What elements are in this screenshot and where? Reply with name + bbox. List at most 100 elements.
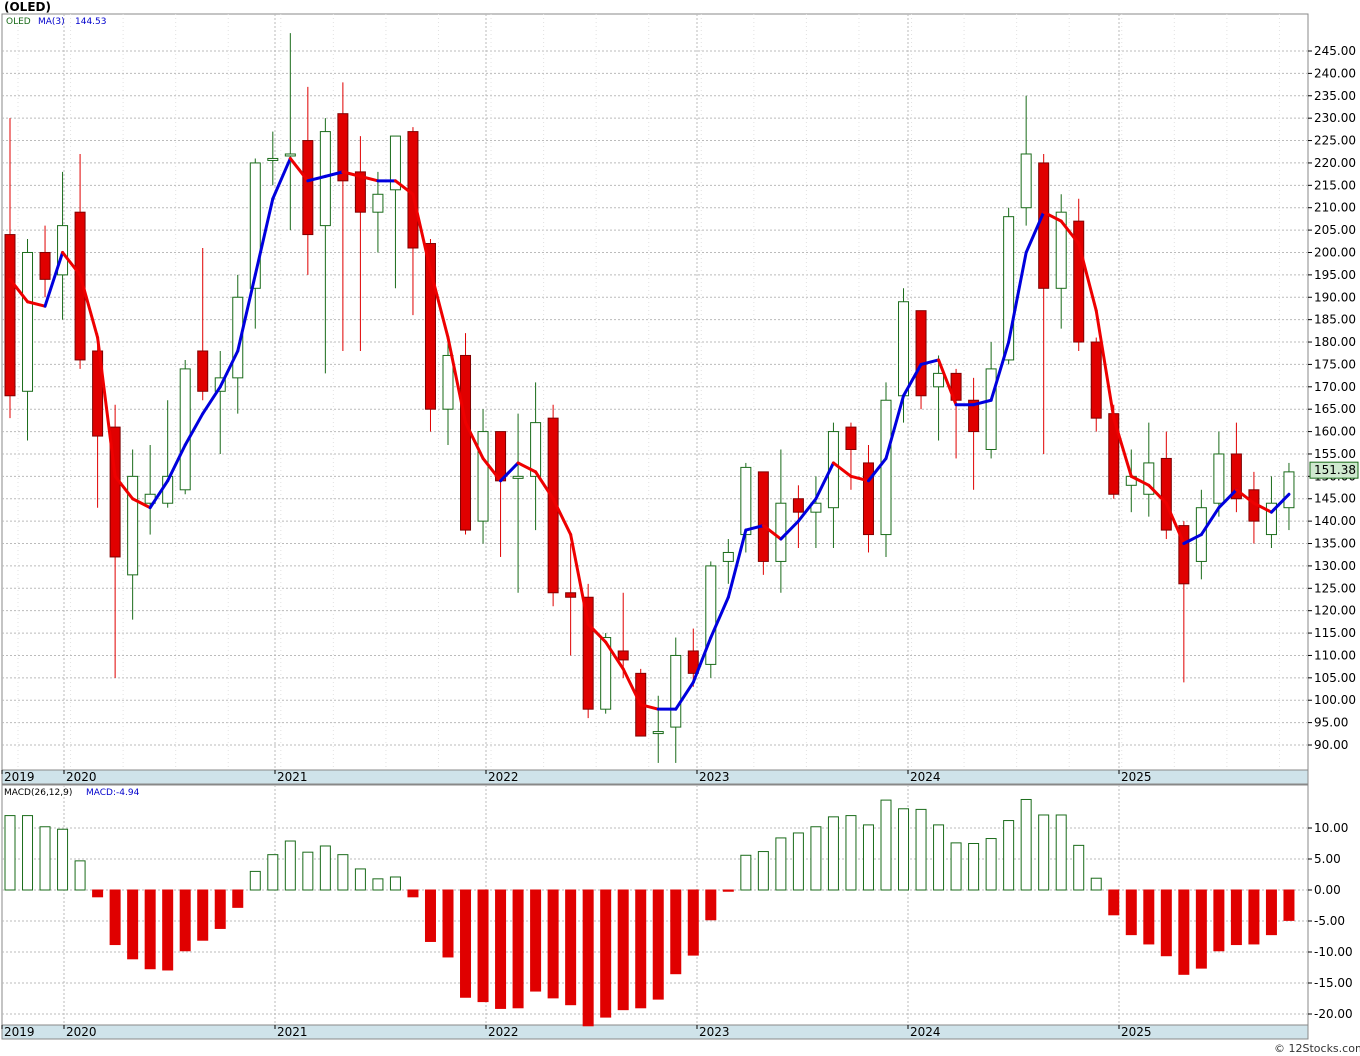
macd-bar [1020,798,1032,891]
last-price-label: 151.38 [1314,463,1356,477]
candle-body [862,462,874,536]
ma-line-segment [534,470,555,501]
x-tick-label: 2020 [66,770,97,784]
macd-bar [354,868,366,891]
macd-bar [372,878,384,891]
macd-bar [757,851,769,891]
ma-line-segment [183,412,205,447]
macd-bar [39,826,51,891]
ma-line-segment [989,340,1011,402]
legend-ma-value: 144.53 [75,17,107,27]
macd-tick-label: 5.00 [1314,852,1341,866]
ma-line-segment [341,170,362,178]
macd-bar [389,876,401,891]
ma-line-segment [236,273,257,353]
macd-bar [565,889,577,1006]
ma-line-segment [1234,488,1256,505]
last-price-box [1309,461,1359,479]
candle-body [372,193,384,213]
ma-line-segment [8,277,30,304]
ma-line-segment [761,524,783,541]
macd-bar [424,889,436,942]
ma-line-segment [1094,309,1116,420]
macd-bar [547,889,559,999]
macd-bar [197,889,209,941]
macd-bar [880,799,892,891]
macd-bar [775,837,787,891]
price-tick-label: 235.00 [1314,89,1356,103]
candle-body [757,471,769,562]
candle-body [1003,216,1015,361]
candle-body [582,596,594,710]
ma-line-segment [26,300,47,308]
price-tick-label: 225.00 [1314,134,1356,148]
price-tick-label: 95.00 [1314,716,1348,730]
macd-bar [477,889,489,1003]
price-tick-label: 105.00 [1314,671,1356,685]
ma-line-segment [551,497,573,537]
x-tick-label: 2019 [4,1025,35,1039]
price-tick-label: 100.00 [1314,693,1356,707]
chart-title: (OLED) [4,0,51,14]
candle-body [1020,153,1032,209]
x-tick-label: 2020 [66,1025,97,1039]
macd-bar [57,828,69,891]
macd-tick-label: -5.00 [1314,914,1345,928]
ma-line-segment [1199,506,1221,537]
price-tick-label: 125.00 [1314,581,1356,595]
candle-body [687,650,699,674]
candle-body [530,422,542,477]
macd-bar [1125,889,1137,936]
macd-bar [302,851,314,891]
macd-tick-label: -15.00 [1314,976,1353,990]
candle-body [39,251,51,280]
candle-body [1230,453,1242,500]
candle-body [722,551,734,562]
ma-line-segment [201,385,222,416]
price-tick-label: 215.00 [1314,178,1356,192]
ma-line-segment [1252,501,1273,514]
macd-bar [985,838,997,891]
macd-bar [652,889,664,1000]
macd-bar [249,870,261,891]
macd-bar [1003,820,1015,891]
macd-bar [635,889,647,1009]
candle-body [950,372,962,401]
ma-line-segment [113,474,135,501]
ma-line-segment [393,179,415,196]
ma-line-segment [569,533,590,626]
ma-line-segment [639,703,660,711]
macd-bar [600,889,612,1018]
candle-body [1178,525,1190,585]
macd-bar [1038,814,1050,891]
candle-body [880,399,892,536]
price-tick-label: 245.00 [1314,44,1356,58]
macd-bar [792,832,804,891]
ma-line-segment [43,250,65,308]
candle-body [495,431,507,482]
candle-body [968,399,980,433]
macd-bar [1230,889,1242,946]
macd-bar [845,815,857,891]
candle-body [740,466,752,536]
candle-body [915,310,927,397]
x-tick-label: 2023 [699,770,730,784]
price-tick-label: 220.00 [1314,156,1356,170]
macd-bar [74,860,86,891]
price-tick-label: 110.00 [1314,648,1356,662]
ma-line-segment [1077,242,1098,313]
price-tick-label: 120.00 [1314,604,1356,618]
macd-bar [687,889,699,956]
ma-line-segment [446,336,468,425]
x-tick-label: 2021 [277,770,308,784]
ma-line-segment [691,636,713,684]
x-axis-bar [1,769,1309,785]
x-axis-bar [1,1024,1309,1040]
price-tick-label: 190.00 [1314,290,1356,304]
candle-body [302,140,314,236]
ma-line-segment [464,421,485,460]
macd-bar [898,808,910,891]
x-tick-label: 2023 [699,1025,730,1039]
ma-line-segment [1182,533,1203,546]
macd-bar [582,889,594,1027]
